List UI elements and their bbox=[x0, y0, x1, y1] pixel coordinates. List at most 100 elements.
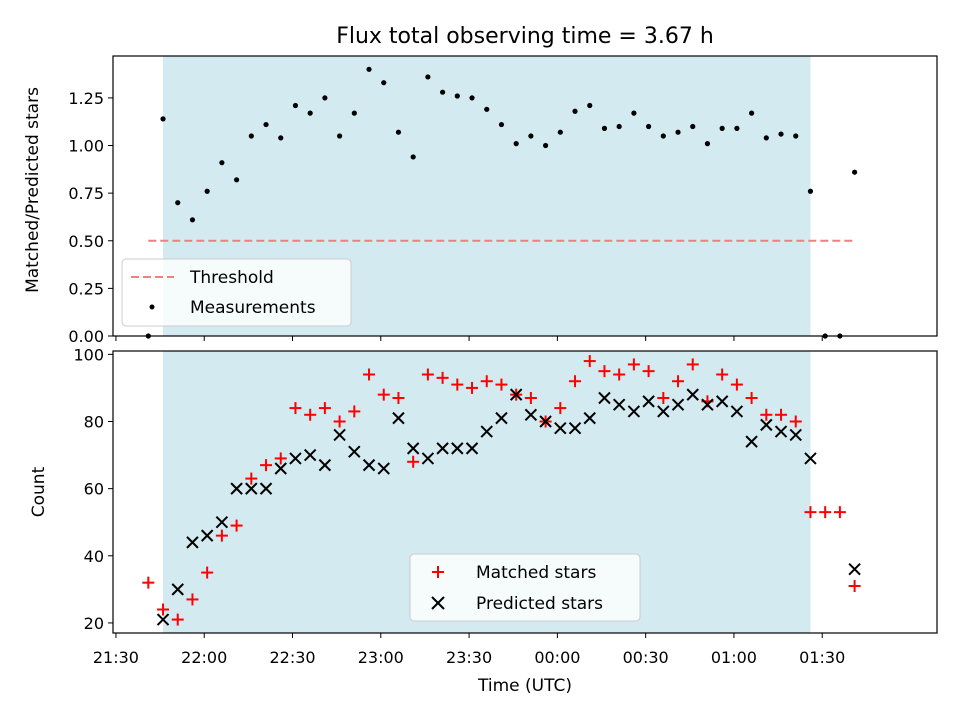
legend-predicted-label: Predicted stars bbox=[476, 594, 603, 614]
measurement-point bbox=[852, 169, 858, 175]
legend-measurements-swatch bbox=[149, 304, 155, 310]
predicted-star-point bbox=[333, 428, 346, 442]
y-tick-label: 0.50 bbox=[68, 232, 104, 251]
predicted-star-point bbox=[701, 398, 714, 411]
predicted-star-point bbox=[789, 428, 802, 442]
x-tick-label: 22:00 bbox=[181, 648, 227, 667]
predicted-star-point bbox=[671, 398, 685, 411]
matched-star-point bbox=[495, 378, 508, 391]
top-x-ticks bbox=[115, 336, 823, 341]
legend-measurements-label: Measurements bbox=[190, 298, 316, 318]
measurement-point bbox=[660, 133, 666, 139]
measurement-point bbox=[498, 121, 505, 128]
measurement-point bbox=[719, 125, 725, 131]
predicted-star-point bbox=[583, 411, 596, 425]
measurement-point bbox=[278, 135, 284, 141]
matched-star-point bbox=[318, 402, 331, 415]
matched-star-point bbox=[716, 368, 729, 381]
y-tick-label: 20 bbox=[84, 614, 104, 633]
predicted-star-point bbox=[362, 458, 376, 472]
predicted-star-point bbox=[598, 391, 611, 405]
bottom-y-axis-label: Count bbox=[29, 466, 49, 517]
matched-star-point bbox=[480, 375, 493, 388]
predicted-star-point bbox=[215, 516, 229, 529]
measurement-point bbox=[587, 102, 593, 109]
matched-star-point bbox=[554, 402, 567, 415]
y-tick-label: 60 bbox=[84, 480, 104, 499]
matched-star-point bbox=[833, 506, 846, 519]
matched-star-point bbox=[730, 378, 743, 391]
matched-star-point bbox=[186, 593, 199, 606]
bottom-legend: Matched stars Predicted stars bbox=[409, 553, 641, 622]
matched-star-point bbox=[745, 392, 758, 404]
top-legend-box bbox=[121, 258, 352, 327]
matched-star-point bbox=[260, 459, 273, 472]
measurement-point bbox=[160, 116, 166, 122]
matched-star-point bbox=[407, 455, 420, 468]
measurement-point bbox=[322, 95, 328, 101]
x-axis-label: Time (UTC) bbox=[477, 676, 572, 696]
measurement-point bbox=[543, 142, 549, 149]
top-legend: Threshold Measurements bbox=[121, 258, 352, 327]
x-tick-label: 23:30 bbox=[446, 648, 492, 667]
predicted-star-point bbox=[303, 448, 317, 462]
predicted-star-point bbox=[421, 452, 435, 465]
measurement-point bbox=[248, 133, 254, 139]
predicted-star-point bbox=[539, 415, 552, 428]
top-panel: 0.00 0.25 0.50 0.75 1.00 1.25 Matched/Predict… bbox=[23, 55, 938, 346]
y-tick-label: 0.75 bbox=[68, 184, 104, 203]
predicted-star-point bbox=[480, 425, 493, 438]
x-tick-label: 00:30 bbox=[623, 648, 669, 667]
measurement-point bbox=[175, 200, 181, 206]
matched-star-point bbox=[348, 405, 361, 418]
matched-star-point bbox=[598, 365, 611, 378]
bottom-x-axis: 21:30 22:00 22:30 23:00 23:30 00:00 00:30 01:00… bbox=[93, 633, 845, 667]
matched-star-point bbox=[804, 506, 817, 519]
measurement-point bbox=[778, 131, 784, 137]
top-y-axis: 0.00 0.25 0.50 0.75 1.00 1.25 bbox=[68, 89, 113, 346]
matched-star-point bbox=[524, 392, 537, 404]
predicted-star-point bbox=[657, 405, 670, 418]
measurement-point bbox=[601, 125, 608, 131]
measurement-point bbox=[204, 188, 210, 194]
matched-star-point bbox=[657, 392, 670, 404]
matched-star-point bbox=[171, 613, 184, 626]
matched-star-point bbox=[848, 580, 861, 592]
x-tick-label: 21:30 bbox=[93, 648, 139, 667]
measurement-point bbox=[557, 129, 563, 135]
predicted-star-point bbox=[377, 462, 390, 475]
legend-threshold-label: Threshold bbox=[189, 268, 274, 288]
top-y-axis-label: Matched/Predicted stars bbox=[23, 87, 43, 293]
measurement-point bbox=[366, 66, 372, 72]
matched-star-point bbox=[392, 392, 405, 404]
predicted-star-point bbox=[760, 418, 773, 432]
matched-star-point bbox=[775, 408, 788, 421]
matched-star-point bbox=[289, 402, 302, 415]
y-tick-label: 100 bbox=[73, 345, 104, 364]
predicted-star-point bbox=[171, 583, 184, 596]
predicted-star-point bbox=[495, 411, 508, 425]
predicted-star-point bbox=[289, 452, 302, 465]
predicted-star-point bbox=[554, 422, 567, 435]
predicted-star-point bbox=[804, 452, 817, 465]
x-tick-label: 01:00 bbox=[711, 648, 757, 667]
matched-star-point bbox=[304, 408, 317, 421]
bottom-y-axis: 20 40 60 80 100 bbox=[73, 345, 113, 633]
y-tick-label: 0.25 bbox=[68, 279, 104, 298]
matched-star-point bbox=[569, 375, 582, 388]
predicted-star-point bbox=[730, 405, 744, 418]
matched-stars-points bbox=[142, 355, 861, 626]
measurement-point bbox=[675, 129, 681, 135]
legend-matched-swatch bbox=[432, 566, 444, 578]
predicted-star-point bbox=[465, 442, 479, 455]
legend-matched-label: Matched stars bbox=[476, 563, 596, 583]
predicted-star-point bbox=[524, 408, 538, 421]
matched-star-point bbox=[157, 603, 170, 616]
predicted-star-point bbox=[274, 462, 287, 475]
matched-star-point bbox=[201, 566, 214, 579]
predicted-star-point bbox=[774, 425, 788, 438]
measurement-point bbox=[469, 95, 475, 101]
y-tick-label: 1.00 bbox=[68, 137, 104, 156]
measurement-point bbox=[528, 133, 534, 139]
